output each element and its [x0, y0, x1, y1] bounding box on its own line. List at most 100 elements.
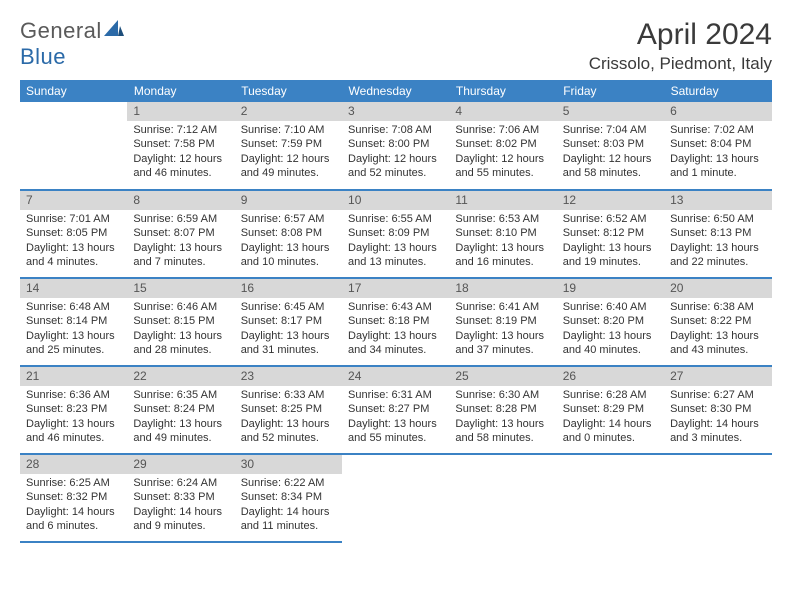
day-details: Sunrise: 7:01 AMSunset: 8:05 PMDaylight:… — [20, 210, 127, 272]
day-number: 29 — [127, 455, 234, 474]
calendar-body: 1Sunrise: 7:12 AMSunset: 7:58 PMDaylight… — [20, 102, 772, 542]
sunset-text: Sunset: 8:25 PM — [241, 402, 336, 416]
daylight-line1: Daylight: 13 hours — [670, 152, 765, 166]
day-details: Sunrise: 6:53 AMSunset: 8:10 PMDaylight:… — [449, 210, 556, 272]
daylight-line2: and 43 minutes. — [670, 343, 765, 357]
weekday-header: Thursday — [449, 80, 556, 102]
daylight-line2: and 46 minutes. — [26, 431, 121, 445]
sunset-text: Sunset: 8:32 PM — [26, 490, 121, 504]
calendar-cell: 18Sunrise: 6:41 AMSunset: 8:19 PMDayligh… — [449, 278, 556, 366]
day-details: Sunrise: 6:35 AMSunset: 8:24 PMDaylight:… — [127, 386, 234, 448]
day-number: 27 — [664, 367, 771, 386]
calendar-cell: 10Sunrise: 6:55 AMSunset: 8:09 PMDayligh… — [342, 190, 449, 278]
daylight-line1: Daylight: 12 hours — [241, 152, 336, 166]
day-details: Sunrise: 6:40 AMSunset: 8:20 PMDaylight:… — [557, 298, 664, 360]
day-number: 18 — [449, 279, 556, 298]
day-details: Sunrise: 6:24 AMSunset: 8:33 PMDaylight:… — [127, 474, 234, 536]
brand-logo: GeneralBlue — [20, 18, 125, 70]
calendar-week: 14Sunrise: 6:48 AMSunset: 8:14 PMDayligh… — [20, 278, 772, 366]
calendar-cell: 17Sunrise: 6:43 AMSunset: 8:18 PMDayligh… — [342, 278, 449, 366]
calendar-cell: 28Sunrise: 6:25 AMSunset: 8:32 PMDayligh… — [20, 454, 127, 542]
day-number: 28 — [20, 455, 127, 474]
sunset-text: Sunset: 8:29 PM — [563, 402, 658, 416]
daylight-line1: Daylight: 13 hours — [670, 329, 765, 343]
sunrise-text: Sunrise: 6:55 AM — [348, 212, 443, 226]
daylight-line2: and 10 minutes. — [241, 255, 336, 269]
sunrise-text: Sunrise: 6:40 AM — [563, 300, 658, 314]
daylight-line2: and 16 minutes. — [455, 255, 550, 269]
calendar-cell: 3Sunrise: 7:08 AMSunset: 8:00 PMDaylight… — [342, 102, 449, 190]
daylight-line1: Daylight: 13 hours — [133, 417, 228, 431]
daylight-line2: and 9 minutes. — [133, 519, 228, 533]
month-title: April 2024 — [589, 18, 772, 52]
day-number: 17 — [342, 279, 449, 298]
daylight-line1: Daylight: 13 hours — [26, 417, 121, 431]
sunrise-text: Sunrise: 6:28 AM — [563, 388, 658, 402]
sunrise-text: Sunrise: 6:43 AM — [348, 300, 443, 314]
day-details: Sunrise: 6:27 AMSunset: 8:30 PMDaylight:… — [664, 386, 771, 448]
calendar-cell: 25Sunrise: 6:30 AMSunset: 8:28 PMDayligh… — [449, 366, 556, 454]
calendar-week: 21Sunrise: 6:36 AMSunset: 8:23 PMDayligh… — [20, 366, 772, 454]
sunrise-text: Sunrise: 6:27 AM — [670, 388, 765, 402]
sunset-text: Sunset: 8:14 PM — [26, 314, 121, 328]
weekday-header: Monday — [127, 80, 234, 102]
calendar-cell: 7Sunrise: 7:01 AMSunset: 8:05 PMDaylight… — [20, 190, 127, 278]
calendar-cell — [449, 454, 556, 542]
sunset-text: Sunset: 8:03 PM — [563, 137, 658, 151]
day-number: 19 — [557, 279, 664, 298]
weekday-header: Saturday — [664, 80, 771, 102]
sunrise-text: Sunrise: 6:22 AM — [241, 476, 336, 490]
calendar-cell: 20Sunrise: 6:38 AMSunset: 8:22 PMDayligh… — [664, 278, 771, 366]
daylight-line2: and 6 minutes. — [26, 519, 121, 533]
daylight-line2: and 25 minutes. — [26, 343, 121, 357]
daylight-line1: Daylight: 13 hours — [26, 329, 121, 343]
daylight-line1: Daylight: 13 hours — [348, 241, 443, 255]
daylight-line2: and 7 minutes. — [133, 255, 228, 269]
sunset-text: Sunset: 8:19 PM — [455, 314, 550, 328]
sunset-text: Sunset: 8:05 PM — [26, 226, 121, 240]
sunrise-text: Sunrise: 6:46 AM — [133, 300, 228, 314]
day-number: 25 — [449, 367, 556, 386]
calendar-cell: 8Sunrise: 6:59 AMSunset: 8:07 PMDaylight… — [127, 190, 234, 278]
daylight-line1: Daylight: 14 hours — [670, 417, 765, 431]
sunset-text: Sunset: 8:00 PM — [348, 137, 443, 151]
day-number: 6 — [664, 102, 771, 121]
day-number: 13 — [664, 191, 771, 210]
header: GeneralBlue April 2024 Crissolo, Piedmon… — [20, 18, 772, 74]
daylight-line2: and 31 minutes. — [241, 343, 336, 357]
daylight-line2: and 19 minutes. — [563, 255, 658, 269]
location: Crissolo, Piedmont, Italy — [589, 54, 772, 74]
daylight-line1: Daylight: 13 hours — [26, 241, 121, 255]
daylight-line1: Daylight: 13 hours — [241, 417, 336, 431]
sail-icon — [104, 18, 124, 43]
sunrise-text: Sunrise: 6:36 AM — [26, 388, 121, 402]
sunset-text: Sunset: 7:59 PM — [241, 137, 336, 151]
day-number: 16 — [235, 279, 342, 298]
daylight-line1: Daylight: 13 hours — [133, 241, 228, 255]
sunrise-text: Sunrise: 6:52 AM — [563, 212, 658, 226]
sunrise-text: Sunrise: 7:10 AM — [241, 123, 336, 137]
sunrise-text: Sunrise: 6:53 AM — [455, 212, 550, 226]
day-details: Sunrise: 6:25 AMSunset: 8:32 PMDaylight:… — [20, 474, 127, 536]
calendar-cell: 11Sunrise: 6:53 AMSunset: 8:10 PMDayligh… — [449, 190, 556, 278]
daylight-line1: Daylight: 12 hours — [563, 152, 658, 166]
day-details: Sunrise: 6:55 AMSunset: 8:09 PMDaylight:… — [342, 210, 449, 272]
sunrise-text: Sunrise: 6:48 AM — [26, 300, 121, 314]
daylight-line2: and 22 minutes. — [670, 255, 765, 269]
daylight-line1: Daylight: 13 hours — [455, 417, 550, 431]
daylight-line1: Daylight: 13 hours — [670, 241, 765, 255]
weekday-header: Friday — [557, 80, 664, 102]
daylight-line2: and 3 minutes. — [670, 431, 765, 445]
daylight-line1: Daylight: 12 hours — [133, 152, 228, 166]
sunrise-text: Sunrise: 7:04 AM — [563, 123, 658, 137]
calendar-cell: 19Sunrise: 6:40 AMSunset: 8:20 PMDayligh… — [557, 278, 664, 366]
day-details: Sunrise: 6:38 AMSunset: 8:22 PMDaylight:… — [664, 298, 771, 360]
daylight-line2: and 37 minutes. — [455, 343, 550, 357]
daylight-line2: and 49 minutes. — [133, 431, 228, 445]
daylight-line1: Daylight: 14 hours — [26, 505, 121, 519]
day-number: 5 — [557, 102, 664, 121]
daylight-line1: Daylight: 13 hours — [241, 329, 336, 343]
sunrise-text: Sunrise: 7:01 AM — [26, 212, 121, 226]
day-details: Sunrise: 6:33 AMSunset: 8:25 PMDaylight:… — [235, 386, 342, 448]
daylight-line1: Daylight: 13 hours — [563, 329, 658, 343]
